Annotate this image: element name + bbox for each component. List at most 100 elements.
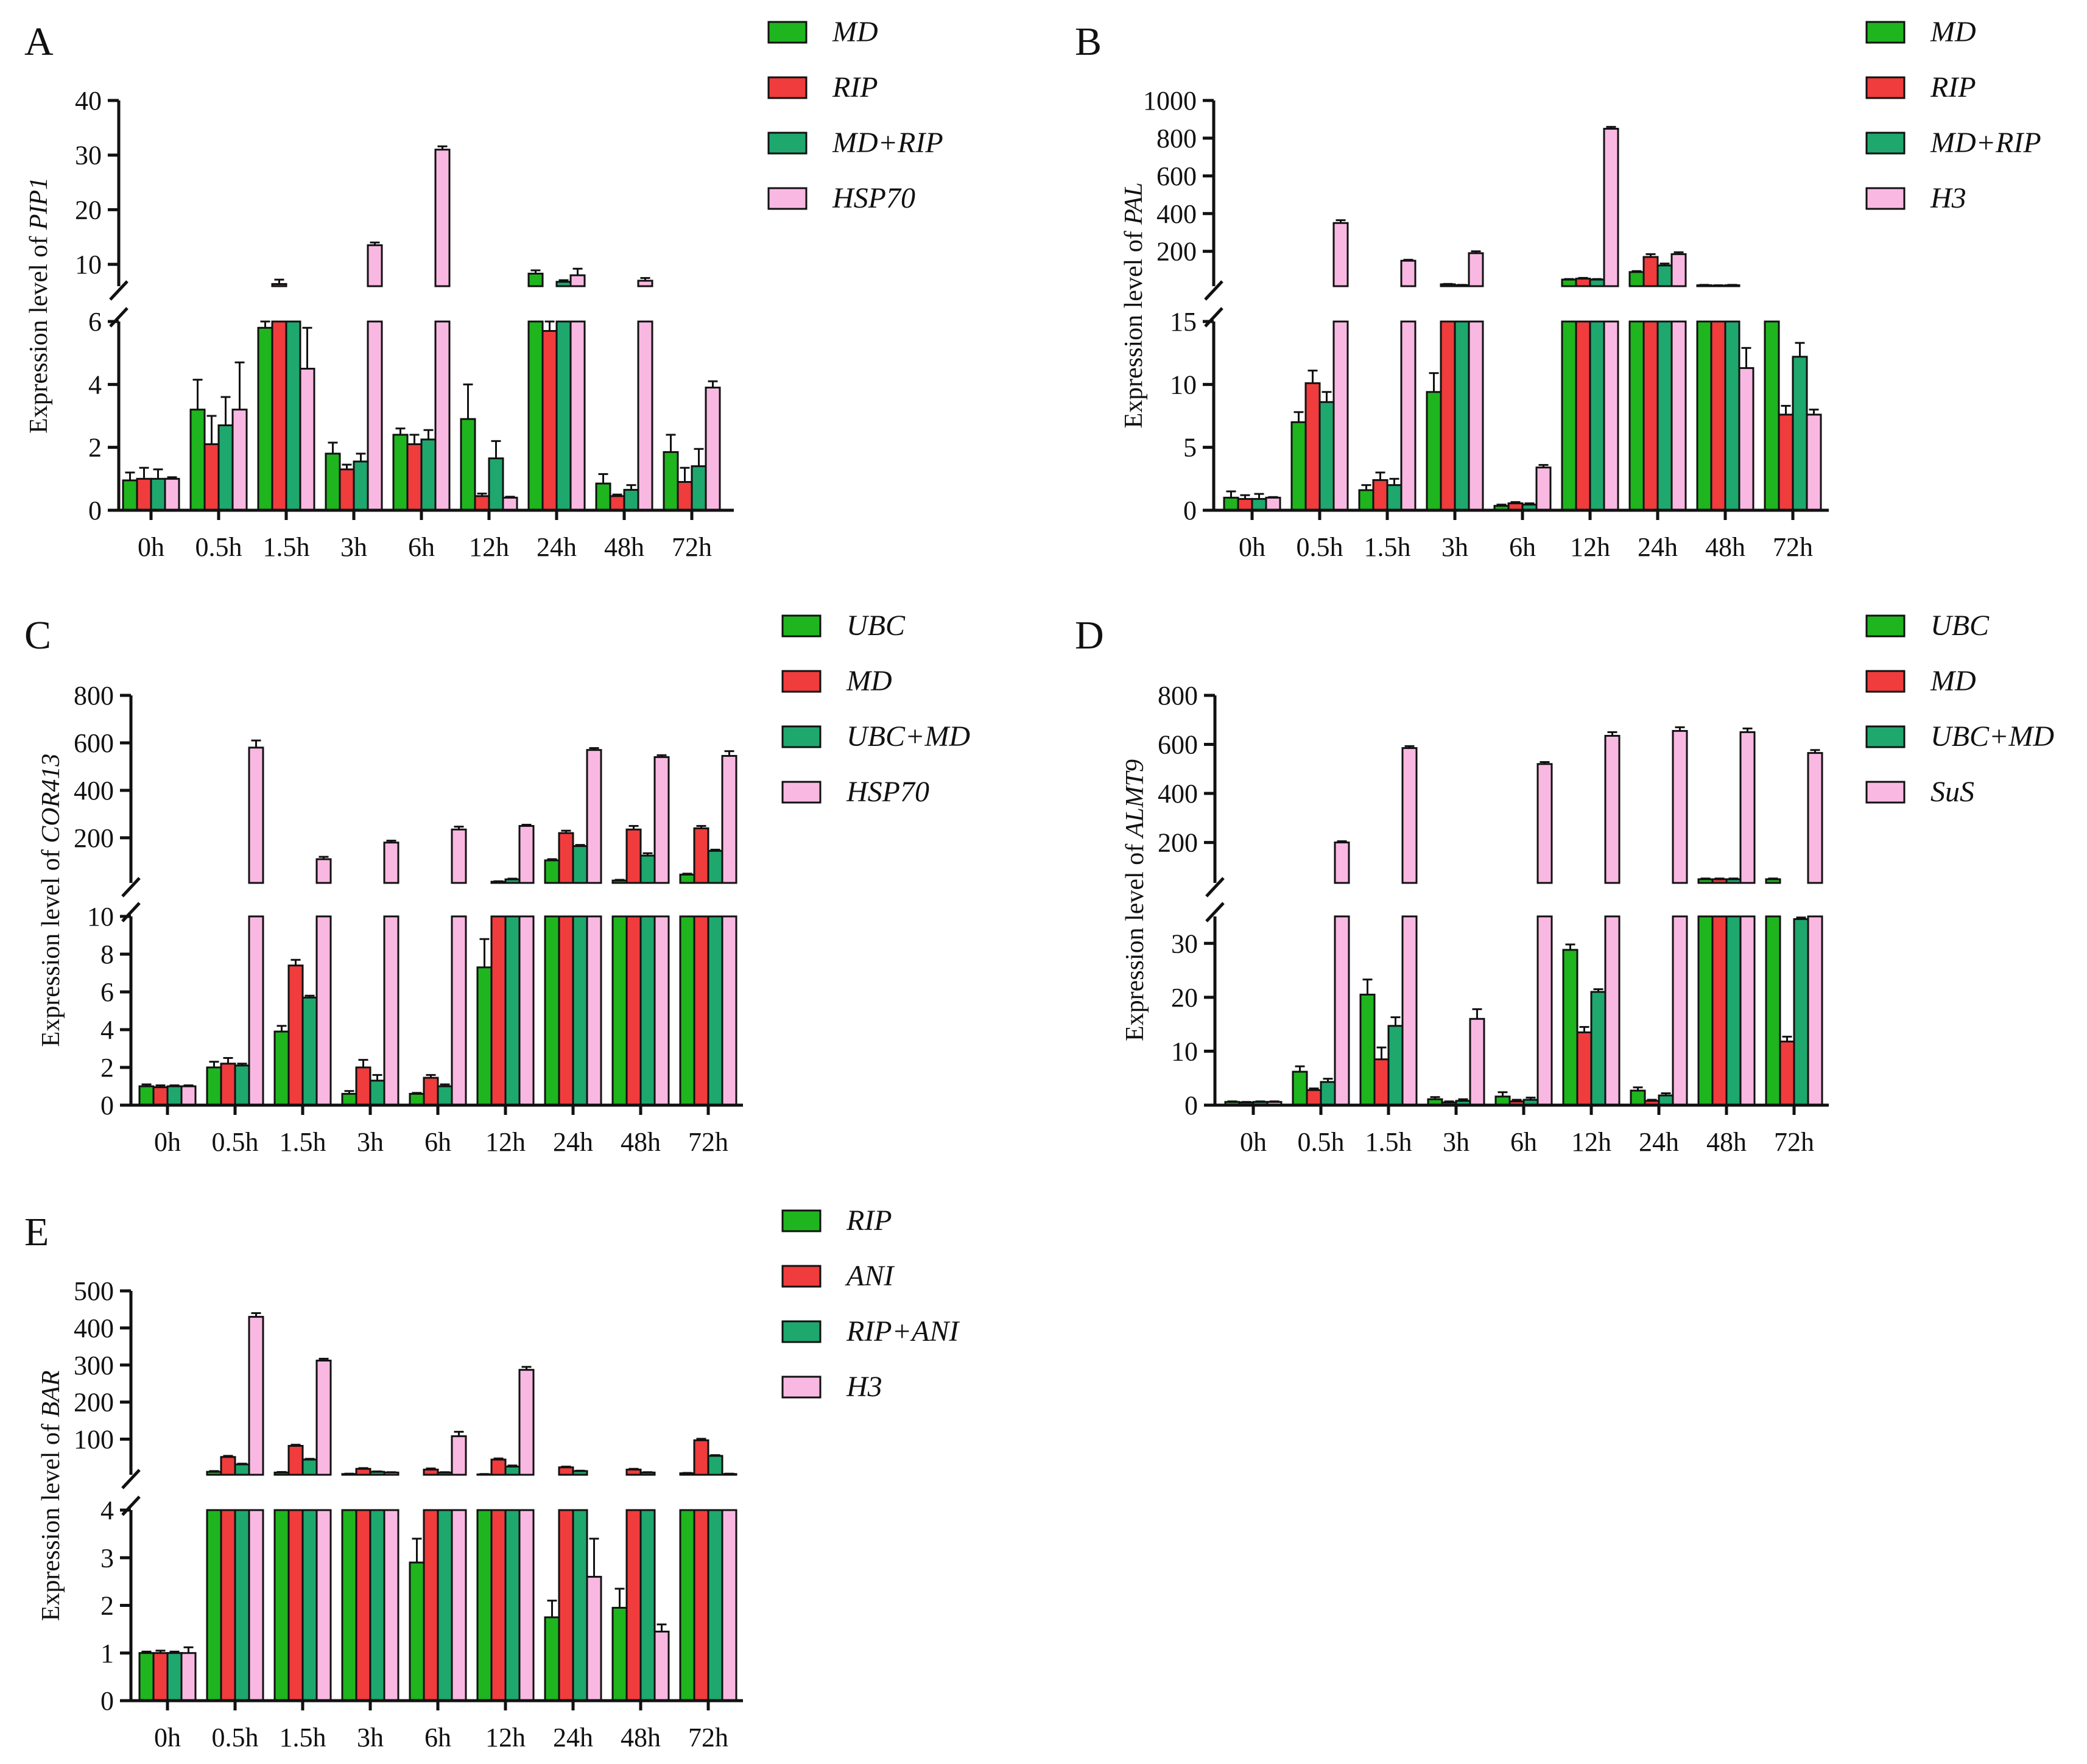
panel-a-bar-hsp70-3h-lower [367,320,383,511]
panel-d-bar-ubc-md-1.5h [1387,1025,1404,1106]
panel-e-bar-rip-1.5h-lower [273,1509,290,1702]
panel-d-category-label: 48h [1706,1127,1747,1157]
panel-a-bar-rip-12h [474,495,490,511]
panel-d-legend-label: MD [1930,665,1976,697]
panel-b-bar-h3-0.5h-lower [1332,320,1349,511]
panel-c-bar-ubc-3h [341,1092,357,1106]
panel-e-bar-rip-24h [544,1616,560,1702]
panel-b-bar-rip-12h-lower [1575,320,1591,511]
panel-c-bar-md-24h-lower [558,915,574,1106]
panel-b-bar-rip-3h-lower [1440,320,1456,511]
panel-e-legend-swatch [781,1265,822,1288]
panel-a-break-mark [109,307,128,328]
panel-e-bar-rip-ani-1.5h [301,1458,318,1476]
panel-e-category-label: 1.5h [280,1723,326,1752]
panel-c-tick-label: 800 [74,681,114,711]
panel-b-bar-h3-24h-lower [1670,320,1687,511]
panel-c-bar-hsp70-12h-lower [518,915,535,1106]
panel-a-y-axis-label-prefix: Expression level of [25,230,53,434]
panel-e-bar-ani-0.5h [220,1456,236,1476]
panel-a-bar-rip-0.5h [203,443,220,511]
panel-b-bar-rip-0.5h [1304,382,1321,511]
panel-d-bar-ubc-0.5h [1292,1070,1308,1106]
panel-e-legend-label: H3 [846,1371,882,1403]
panel-e-legend-swatch [781,1320,822,1343]
panel-c-bar-hsp70-6h [451,828,467,884]
panel-c-bar-hsp70-3h [383,842,399,884]
panel-a-bar-md-rip-72h [691,465,707,511]
panel-c-bar-ubc-md-0h [166,1085,183,1106]
panel-a-bar-md-0.5h [189,409,206,511]
panel-a-bar-rip-6h [406,443,423,511]
panel-d-bar-ubc-48h-lower [1697,915,1714,1106]
panel-d-bar-md-12h [1576,1031,1593,1106]
panel-c-bar-hsp70-1.5h [315,858,332,884]
panel-b-legend-label: H3 [1930,182,1966,214]
panel-d: D 0 10 20 30 200 400 600 800 0h 0.5h 1.5h 3h 6h 12h 24h… [1075,610,2054,1157]
panel-a-bar-md-rip-6h [420,438,437,511]
panel-c-legend-label: UBC+MD [846,720,970,753]
panel-e-bar-rip-12h-lower [476,1509,493,1702]
panel-d-bar-sus-72h [1807,752,1823,884]
panel-c-bar-ubc-6h [409,1092,425,1106]
panel-c-category-label: 0h [154,1127,181,1157]
panel-c-break-mark [121,902,141,922]
panel-e-bar-rip-ani-3h-lower [369,1509,385,1702]
panel-b-bar-rip-24h [1642,256,1659,287]
panel-b-bar-md-rip-12h-lower [1589,320,1605,511]
panel-c-category-label: 3h [357,1127,384,1157]
panel-c-category-label: 48h [621,1127,661,1157]
panel-e-tick-label: 400 [74,1313,114,1343]
panel-d-bar-ubc-72h-lower [1765,915,1781,1106]
panel-b-tick-label: 10 [1170,370,1197,399]
panel-c-bar-hsp70-1.5h-lower [315,915,332,1106]
panel-d-bar-sus-24h [1672,729,1688,884]
panel-d-bar-sus-6h [1536,763,1553,884]
panel-e-tick-label: 1 [100,1639,114,1668]
panel-e-bar-ani-24h [558,1466,574,1476]
panel-a-bar-hsp70-48h [637,279,653,287]
panel-a-bar-rip-72h [677,481,693,511]
panel-c-tick-label: 10 [87,902,114,932]
panel-b-bar-rip-24h-lower [1642,320,1659,511]
panel-b-bar-h3-12h [1603,127,1619,287]
panel-e-break-mark [121,1495,141,1516]
panel-e-legend-label: ANI [845,1260,895,1292]
panel-c-bar-ubc-md-24h [572,845,588,884]
panel-d-tick-label: 0 [1184,1091,1198,1120]
panel-e-bar-ani-12h-lower [490,1509,507,1702]
panel-b-category-label: 3h [1441,532,1468,562]
panel-d-bar-sus-1.5h [1401,747,1418,884]
panel-a-bar-md-rip-0h [150,477,166,511]
panel-b-tick-label: 200 [1156,237,1197,267]
panel-b-tick-label: 0 [1183,496,1197,525]
panel-a-tick-label: 0 [88,496,102,525]
panel-c-bar-md-72h-lower [693,915,709,1106]
panel-b-legend-swatch [1865,21,1906,44]
panel-c-bar-ubc-md-48h-lower [639,915,656,1106]
panel-c-category-label: 0.5h [212,1127,259,1157]
panel-e-bar-ani-0.5h-lower [220,1509,236,1702]
panel-d-tick-label: 200 [1158,828,1198,858]
panel-e-bar-rip-ani-72h-lower [707,1509,723,1702]
panel-b-bar-md-12h [1561,278,1577,287]
panel-b-y-axis-label-prefix: Expression level of [1120,225,1148,429]
panel-c-legend-swatch [781,614,822,638]
panel-c-bar-ubc-md-1.5h [301,996,318,1106]
panel-a-legend-swatch [767,21,808,44]
panel-b-bar-rip-12h [1575,278,1591,287]
panel-c-category-label: 6h [424,1127,451,1157]
panel-d-bar-sus-12h [1604,734,1621,884]
panel-c-category-label: 12h [485,1127,526,1157]
panel-b-bar-h3-1.5h-lower [1400,320,1417,511]
panel-c-legend-label: HSP70 [846,776,929,808]
panel-b-category-label: 0.5h [1297,532,1343,562]
panel-c-bar-hsp70-3h-lower [383,915,399,1106]
panel-d-bar-sus-1.5h-lower [1401,915,1418,1106]
panel-b-bar-md-rip-48h-lower [1724,320,1740,511]
panel-a-y-axis-label: Expression level of PIP1 [25,177,53,434]
panel-b-category-label: 72h [1773,532,1813,562]
panel-d-legend-label: SuS [1930,776,1974,808]
panel-b-y-axis-label-gene: PAL [1120,182,1148,225]
panel-a-tick-label: 10 [75,250,102,279]
